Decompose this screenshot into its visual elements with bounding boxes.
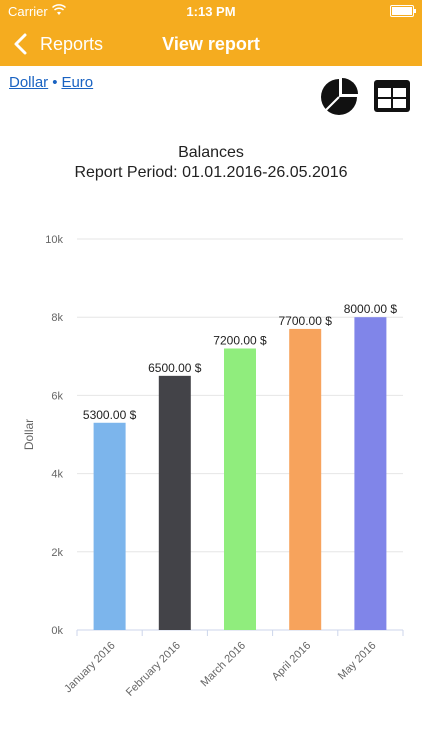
currency-link-dollar[interactable]: Dollar [9,74,49,91]
y-tick-label: 2k [51,547,63,559]
x-tick-label: April 2016 [270,640,314,684]
chart-title: Balances Report Period: 01.01.2016-26.05… [0,143,422,183]
bar-chart: 0k 2k 4k 6k 8k 10k Dollar 5300.00 $ January 2016… [22,234,404,699]
y-tick-label: 8k [51,312,63,324]
battery-icon [390,5,416,17]
status-time: 1:13 PM [186,4,236,19]
chevron-left-icon [14,33,27,55]
x-tick-label: January 2016 [62,640,118,696]
wifi-icon [52,4,66,15]
y-tick-label: 10k [45,234,63,246]
currency-link-euro[interactable]: Euro [61,74,94,91]
status-bar: Carrier 1:13 PM [0,0,422,22]
y-tick-label: 4k [51,469,63,481]
y-tick-label: 0k [51,625,63,637]
x-tick-label: February 2016 [124,640,183,699]
back-button[interactable]: Reports [10,32,103,56]
navigation-bar: Reports View report [0,22,422,66]
pie-chart-icon[interactable] [320,76,360,116]
currency-switcher: Dollar • Euro [9,74,93,91]
chart-subtitle-text: Report Period: 01.01.2016-26.05.2016 [74,164,348,181]
bar [224,348,256,630]
bar [354,317,387,630]
x-tick-label: March 2016 [199,640,249,690]
data-label: 7700.00 $ [279,314,333,328]
bar [158,375,191,630]
data-label: 7200.00 $ [213,333,267,347]
data-label: 8000.00 $ [344,302,398,316]
back-button-label: Reports [40,33,104,54]
data-label: 6500.00 $ [148,361,202,375]
bar [289,328,322,630]
y-axis-label: Dollar [22,419,36,450]
data-label: 5300.00 $ [83,408,137,422]
x-tick-label: May 2016 [336,640,379,683]
bar [93,422,126,630]
y-tick-label: 6k [51,390,63,402]
carrier-label: Carrier [8,4,48,19]
table-grid-icon[interactable] [372,76,412,116]
chart-title-text: Balances [178,144,244,161]
page-title: View report [162,34,260,54]
currency-separator: • [52,74,58,91]
